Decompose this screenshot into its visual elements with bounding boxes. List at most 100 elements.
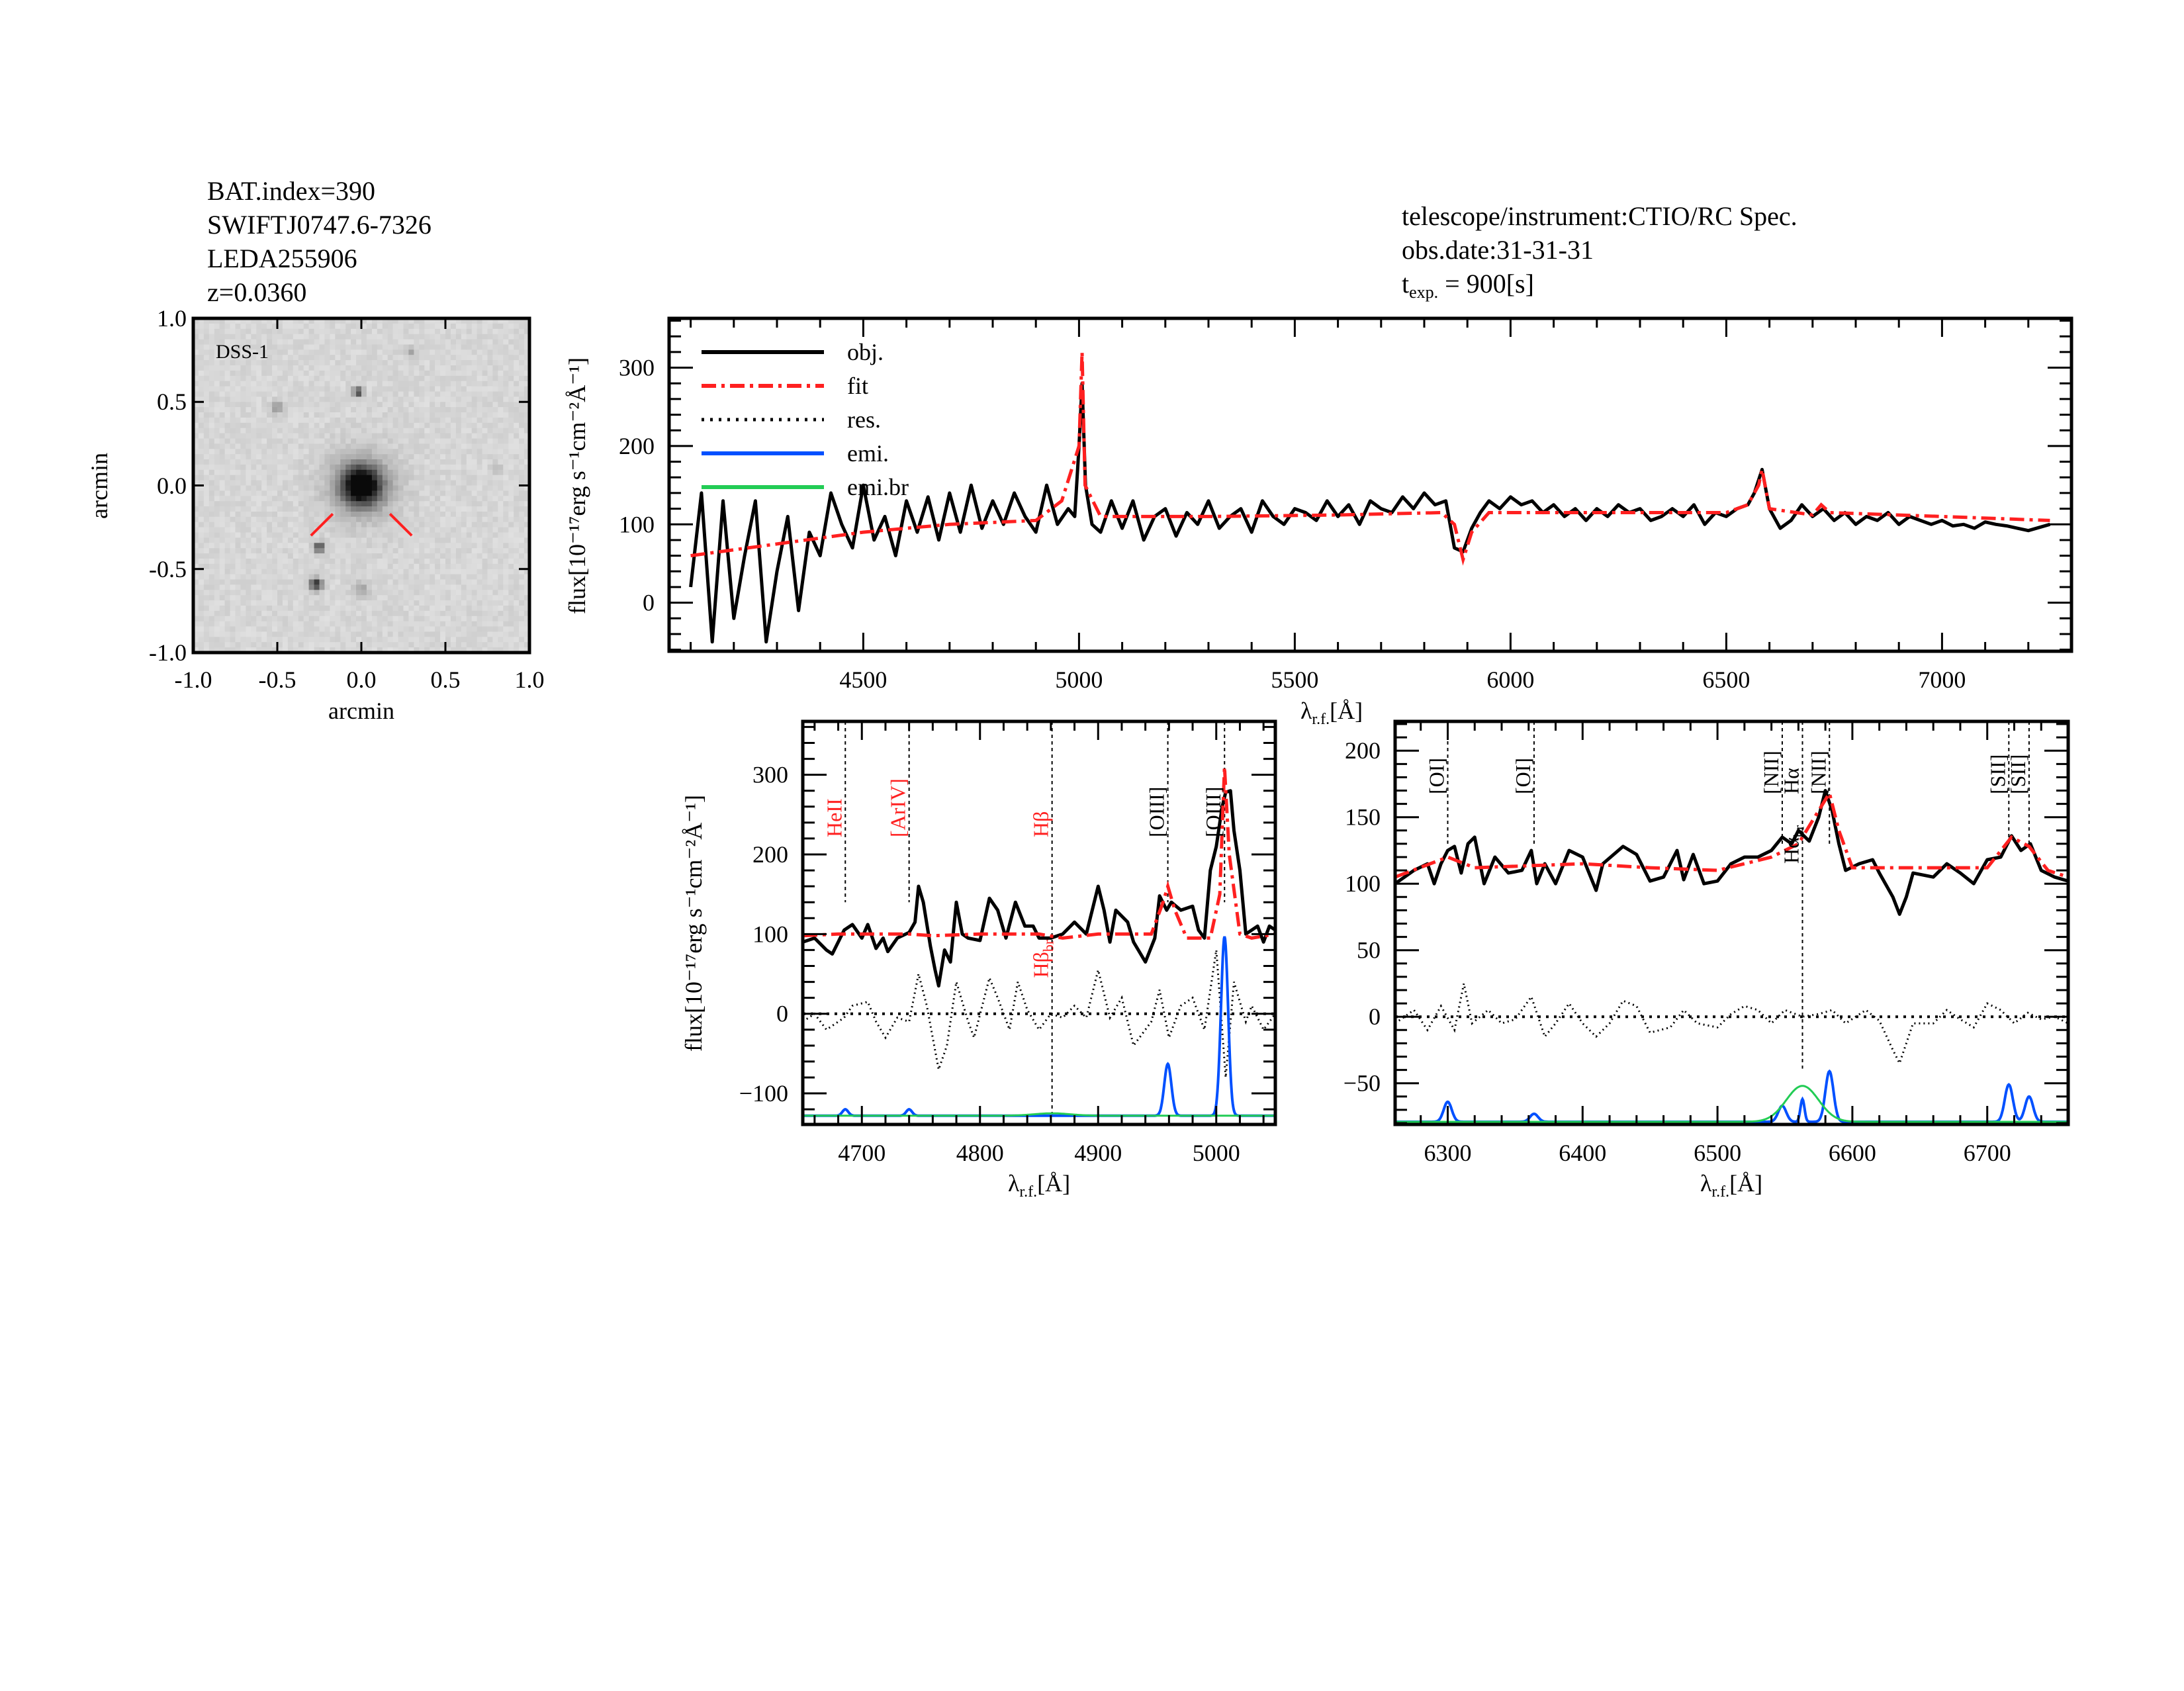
image-pixel — [461, 344, 467, 350]
image-pixel — [414, 563, 420, 570]
image-pixel — [466, 600, 473, 606]
image-pixel — [440, 323, 446, 330]
image-pixel — [314, 386, 320, 392]
image-pixel — [261, 428, 267, 434]
image-pixel — [403, 490, 409, 496]
image-pixel — [487, 449, 493, 455]
image-pixel — [340, 537, 346, 543]
image-pixel — [371, 532, 378, 538]
image-pixel — [361, 328, 367, 335]
image-pixel — [450, 490, 457, 496]
image-pixel — [219, 459, 226, 465]
image-pixel — [351, 349, 357, 355]
image-pixel — [482, 396, 488, 402]
image-pixel — [514, 417, 520, 424]
image-pixel — [214, 355, 220, 361]
image-pixel — [330, 496, 336, 502]
image-pixel — [203, 631, 210, 637]
image-pixel — [193, 417, 199, 424]
image-pixel — [319, 490, 325, 496]
broad-line-label: Hβbr — [1029, 939, 1057, 978]
image-pixel — [377, 490, 383, 496]
image-pixel — [435, 490, 441, 496]
image-pixel — [498, 334, 504, 340]
image-pixel — [267, 433, 273, 439]
image-pixel — [335, 647, 341, 653]
image-pixel — [293, 522, 299, 528]
image-pixel — [282, 402, 289, 408]
image-pixel — [482, 386, 488, 392]
image-pixel — [308, 631, 315, 637]
image-pixel — [455, 349, 462, 355]
image-pixel — [340, 402, 346, 408]
image-pixel — [482, 548, 488, 554]
image-pixel — [377, 516, 383, 523]
image-pixel — [324, 443, 330, 449]
image-pixel — [477, 579, 483, 585]
image-pixel — [519, 637, 525, 643]
image-pixel — [324, 464, 330, 471]
image-pixel — [440, 637, 446, 643]
image-pixel — [392, 407, 399, 413]
image-pixel — [498, 522, 504, 528]
image-pixel — [408, 553, 414, 559]
image-pixel — [471, 480, 478, 486]
image-pixel — [482, 527, 488, 533]
image-pixel — [366, 616, 373, 622]
image-pixel — [293, 616, 299, 622]
image-pixel — [293, 464, 299, 471]
image-pixel — [419, 590, 425, 596]
image-pixel — [203, 595, 210, 601]
image-pixel — [371, 569, 378, 575]
image-pixel — [330, 559, 336, 565]
image-pixel — [377, 537, 383, 543]
image-pixel — [403, 606, 409, 612]
image-pixel — [251, 501, 257, 507]
image-pixel — [487, 428, 493, 434]
image-pixel — [261, 647, 267, 653]
image-pixel — [366, 469, 373, 476]
image-pixel — [224, 334, 231, 340]
image-pixel — [277, 485, 283, 491]
image-pixel — [319, 532, 325, 538]
image-pixel — [471, 360, 478, 366]
image-pixel — [455, 443, 462, 449]
image-pixel — [435, 344, 441, 350]
image-pixel — [356, 626, 362, 632]
image-pixel — [282, 642, 289, 648]
image-pixel — [424, 485, 430, 491]
image-pixel — [392, 438, 399, 444]
image-pixel — [282, 355, 289, 361]
image-pixel — [235, 328, 241, 335]
image-pixel — [440, 610, 446, 617]
image-pixel — [219, 516, 226, 523]
image-pixel — [219, 621, 226, 627]
image-pixel — [487, 626, 493, 632]
image-pixel — [319, 391, 325, 397]
image-pixel — [356, 355, 362, 361]
image-pixel — [524, 428, 530, 434]
image-pixel — [235, 496, 241, 502]
image-pixel — [298, 386, 304, 392]
image-pixel — [335, 516, 341, 523]
image-pixel — [256, 584, 262, 590]
image-pixel — [408, 563, 414, 570]
image-pixel — [414, 548, 420, 554]
image-pixel — [435, 512, 441, 518]
image-pixel — [219, 339, 226, 345]
image-pixel — [287, 506, 294, 512]
image-pixel — [235, 454, 241, 460]
image-pixel — [430, 501, 435, 507]
image-pixel — [471, 391, 478, 397]
image-pixel — [198, 349, 205, 355]
image-pixel — [345, 370, 351, 377]
image-pixel — [282, 370, 289, 377]
plot-area — [1395, 721, 2068, 1123]
image-pixel — [208, 391, 215, 397]
image-pixel — [398, 475, 404, 481]
image-pixel — [214, 422, 220, 429]
image-pixel — [514, 642, 520, 648]
image-pixel — [461, 590, 467, 596]
image-pixel — [193, 428, 199, 434]
image-pixel — [424, 569, 430, 575]
